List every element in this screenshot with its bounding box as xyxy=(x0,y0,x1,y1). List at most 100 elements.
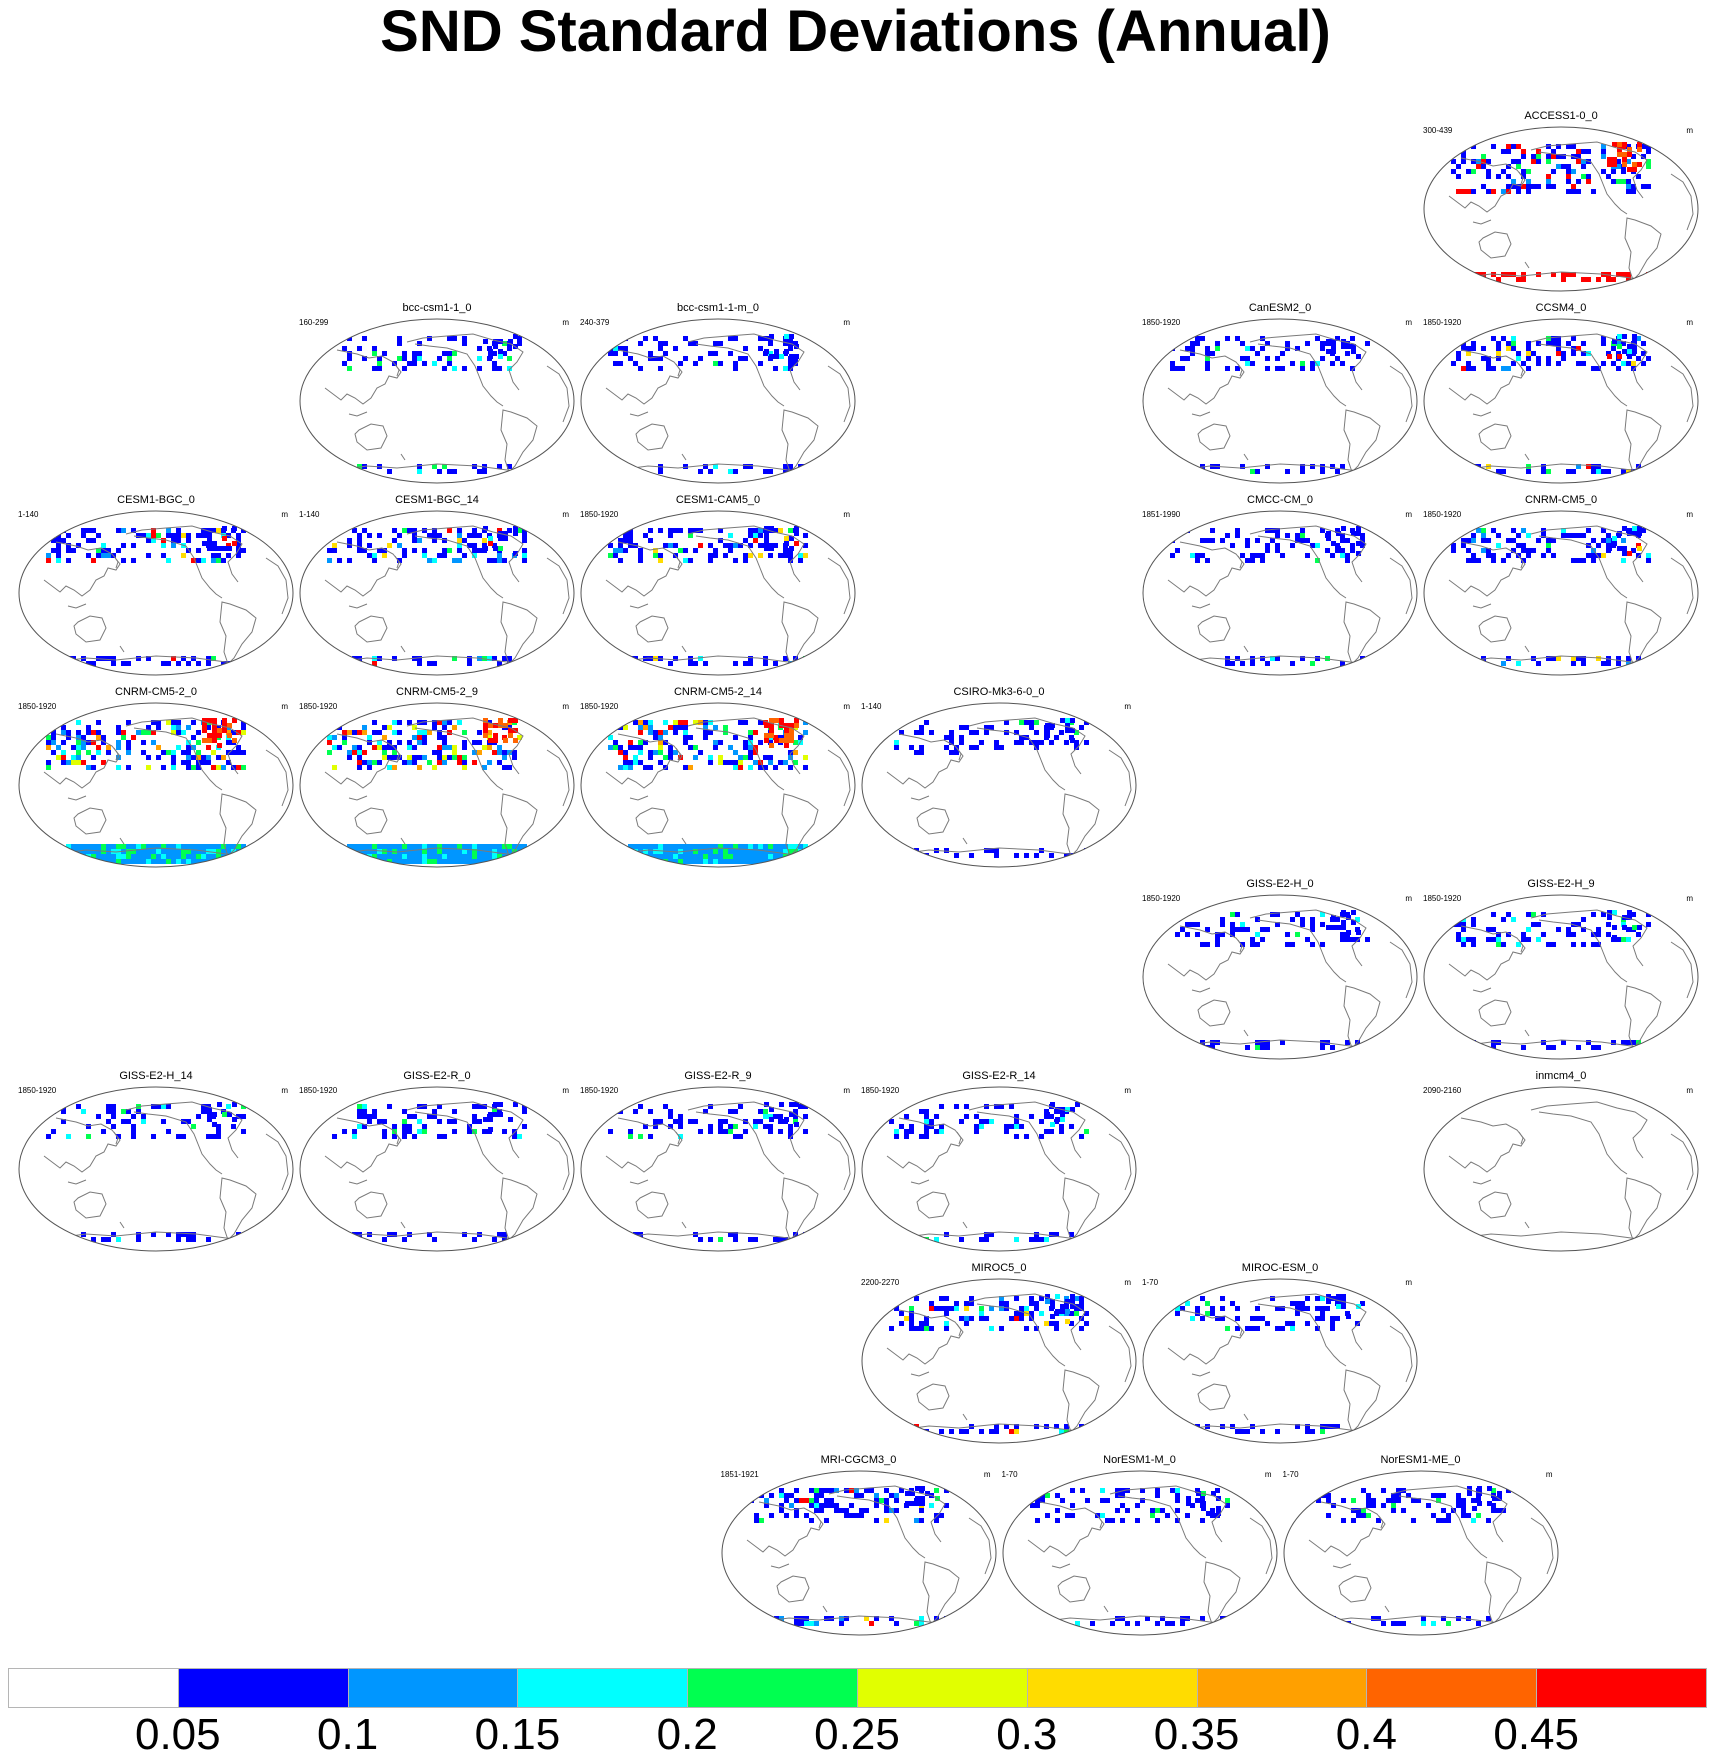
coastline xyxy=(1389,557,1413,615)
snow-cell xyxy=(678,854,683,859)
snow-cell xyxy=(758,854,763,859)
snow-cell xyxy=(633,844,638,849)
coastline xyxy=(675,1131,681,1145)
snow-cell xyxy=(743,755,748,760)
map-panel-miroc-esm-0: MIROC-ESM_0 1-70 m xyxy=(1140,1262,1420,1444)
snow-cell xyxy=(221,765,226,770)
snow-cell xyxy=(1627,344,1632,349)
snow-cell xyxy=(944,1311,949,1316)
snow-cell xyxy=(161,538,166,543)
snow-cell xyxy=(1200,1506,1206,1511)
panel-title: GISS-E2-R_9 xyxy=(684,1070,752,1082)
snow-cell xyxy=(1179,1621,1185,1626)
snow-cell xyxy=(1451,548,1456,553)
snow-cell xyxy=(402,760,407,765)
snow-cell xyxy=(954,853,959,858)
snow-cell xyxy=(899,730,904,735)
snow-cell xyxy=(201,854,206,859)
snow-cell xyxy=(1331,349,1336,354)
snow-cell xyxy=(1285,533,1290,538)
snow-cell xyxy=(768,553,773,558)
snow-cell xyxy=(728,548,733,553)
snow-cell xyxy=(1521,548,1526,553)
snow-cell xyxy=(1050,1102,1055,1107)
snow-cell xyxy=(372,661,377,666)
snow-cell xyxy=(1320,341,1325,346)
coastline xyxy=(336,847,538,857)
coastline xyxy=(1308,1501,1386,1557)
snow-cell xyxy=(482,1104,487,1109)
snow-cell xyxy=(1461,543,1466,548)
snow-cell xyxy=(1641,154,1646,159)
snow-cell xyxy=(522,538,527,543)
snow-cell xyxy=(508,733,513,738)
snow-cell xyxy=(106,1237,111,1242)
snow-cell xyxy=(131,543,136,548)
snow-cell xyxy=(653,859,658,864)
snow-cell xyxy=(1295,912,1300,917)
snow-cell xyxy=(1064,1513,1070,1518)
snow-cell xyxy=(1330,1326,1335,1331)
snow-cell xyxy=(1370,1616,1376,1621)
colorbar-tick-label: 0.35 xyxy=(1153,1710,1240,1759)
snow-cell xyxy=(372,730,377,735)
snow-cell xyxy=(628,745,633,750)
snow-cell xyxy=(1195,553,1200,558)
snow-cell xyxy=(728,543,733,548)
snow-cell xyxy=(743,553,748,558)
snow-cell xyxy=(1576,656,1581,661)
snow-cell xyxy=(979,1306,984,1311)
coastline xyxy=(265,749,289,807)
snow-cell xyxy=(708,849,713,854)
snow-cell xyxy=(838,1621,844,1626)
snow-cell xyxy=(352,854,357,859)
snow-cell xyxy=(201,844,206,849)
snow-cell xyxy=(1511,159,1516,164)
snow-cell xyxy=(1641,341,1646,346)
coastline xyxy=(1448,157,1526,213)
snow-cell xyxy=(1626,661,1631,666)
snow-cell xyxy=(427,730,432,735)
coastline xyxy=(770,1563,810,1603)
snow-cell xyxy=(693,755,698,760)
snow-cell xyxy=(437,1119,442,1124)
snow-cell xyxy=(1601,553,1606,558)
snow-cell xyxy=(141,859,146,864)
snow-cell xyxy=(1591,912,1596,917)
snow-cell xyxy=(738,849,743,854)
map-globe xyxy=(1142,318,1418,484)
snow-cell xyxy=(1345,553,1350,558)
snow-cell xyxy=(1581,341,1586,346)
snow-cell xyxy=(1070,738,1075,743)
snow-cell xyxy=(773,854,778,859)
snow-cell xyxy=(1420,1616,1426,1621)
snow-cell xyxy=(212,546,217,551)
snow-cell xyxy=(708,1104,713,1109)
snow-cell xyxy=(1541,553,1546,558)
snow-cell xyxy=(207,536,212,541)
colorbar-tick-label: 0.15 xyxy=(474,1710,561,1759)
snow-cell xyxy=(241,844,246,849)
snow-cell xyxy=(1315,1316,1320,1321)
snow-cell xyxy=(372,849,377,854)
snow-cell xyxy=(503,723,508,728)
snow-cell xyxy=(1270,912,1275,917)
snow-cell xyxy=(1566,179,1571,184)
snow-cell xyxy=(212,1122,217,1127)
snow-cell xyxy=(763,469,768,474)
snow-cell xyxy=(1250,469,1255,474)
snow-cell xyxy=(1290,1321,1295,1326)
snow-cell xyxy=(1490,1508,1496,1513)
snow-cell xyxy=(1637,147,1642,152)
snow-cell xyxy=(1019,735,1024,740)
snow-cell xyxy=(904,1134,909,1139)
snow-cell xyxy=(1612,925,1617,930)
coastline xyxy=(1460,1231,1662,1241)
snow-cell xyxy=(1486,366,1491,371)
snow-cell xyxy=(432,849,437,854)
snow-cell xyxy=(1240,661,1245,666)
snow-cell xyxy=(1627,167,1632,172)
snow-cell xyxy=(748,854,753,859)
snow-cell xyxy=(181,760,186,765)
snow-cell xyxy=(136,854,141,859)
